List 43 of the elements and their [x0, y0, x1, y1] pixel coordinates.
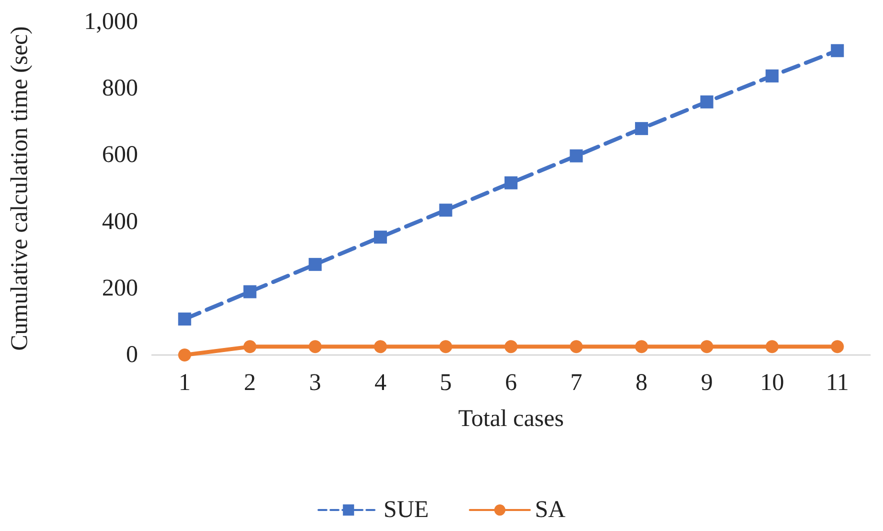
y-tick-label: 600 — [102, 142, 138, 168]
x-tick-label: 2 — [244, 370, 256, 396]
point — [374, 340, 387, 354]
x-tick-label: 9 — [700, 370, 713, 396]
point — [700, 340, 714, 354]
point — [308, 258, 322, 271]
point — [374, 230, 387, 244]
point — [178, 348, 192, 362]
point — [243, 340, 256, 354]
x-tick-label: 6 — [505, 370, 517, 396]
point — [830, 340, 844, 354]
point — [439, 204, 452, 217]
point — [766, 69, 779, 82]
point — [504, 340, 518, 354]
y-tick-label: 800 — [102, 76, 138, 102]
point — [178, 312, 192, 326]
legend-label: SA — [534, 497, 566, 523]
x-tick-label: 4 — [374, 370, 386, 396]
point — [243, 285, 256, 298]
point — [439, 340, 452, 354]
y-tick-label: 0 — [126, 342, 138, 368]
y-tick-label: 400 — [102, 208, 138, 235]
x-tick-label: 1 — [178, 370, 191, 396]
x-tick-label: 7 — [570, 370, 582, 396]
legend-label: SUE — [383, 497, 429, 523]
y-axis-title: Cumulative calculation time (sec) — [7, 26, 33, 351]
x-tick-label: 5 — [440, 370, 452, 396]
x-tick-label: 3 — [309, 370, 322, 396]
point — [700, 95, 714, 108]
point — [766, 340, 779, 354]
x-tick-label: 10 — [760, 370, 784, 396]
point — [308, 340, 322, 354]
y-tick-label: 200 — [102, 275, 138, 302]
x-axis-title: Total cases — [458, 406, 564, 432]
point — [830, 44, 844, 58]
point — [570, 149, 583, 162]
x-tick-label: 8 — [636, 370, 648, 396]
x-tick-label: 11 — [826, 370, 849, 396]
point — [504, 176, 518, 190]
point — [635, 340, 648, 354]
point — [570, 340, 583, 354]
point — [635, 122, 648, 136]
y-tick-label: 1,000 — [84, 9, 138, 35]
